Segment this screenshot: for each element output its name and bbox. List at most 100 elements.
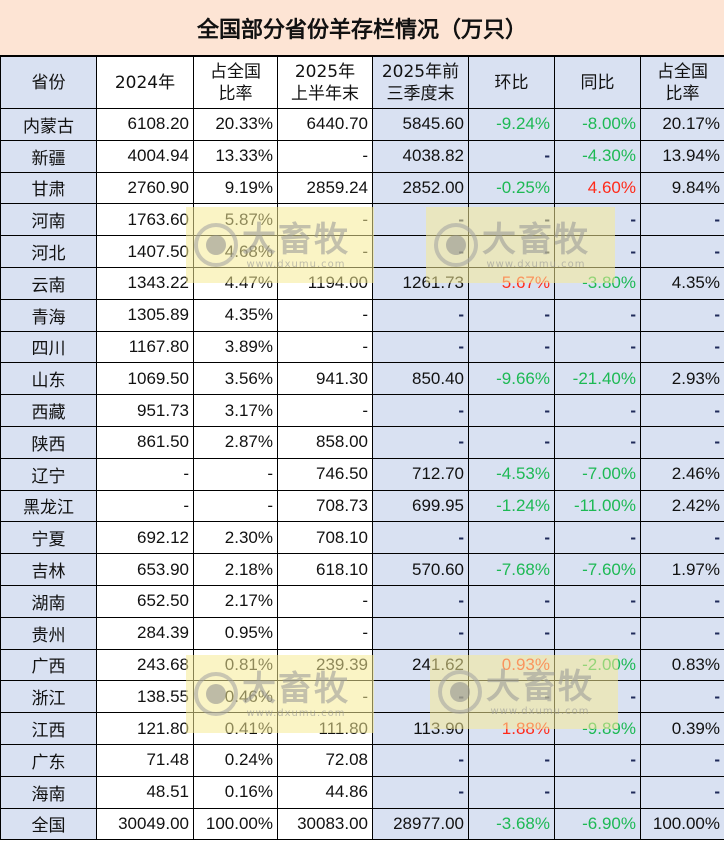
- cell-yoy: -3.80%: [554, 266, 641, 300]
- cell-2025-q3: -: [372, 680, 469, 714]
- cell-2024: 652.50: [96, 584, 194, 618]
- table-row: 四川 1167.80 3.89% - - - - -: [0, 330, 724, 364]
- cell-2025-q3: 5845.60: [372, 108, 469, 141]
- table-row: 辽宁 - -746.50 712.70 -4.53% -7.00% 2.46%: [0, 457, 724, 491]
- table-row: 湖南 652.50 2.17% - - - - -: [0, 584, 724, 618]
- cell-2024: -: [96, 489, 194, 523]
- cell-share-2024: 3.89%: [193, 330, 278, 364]
- cell-2025-h1: 708.10: [277, 521, 373, 555]
- cell-share: -: [640, 584, 724, 618]
- cell-2025-q3: -: [372, 743, 469, 777]
- cell-2024: 48.51: [96, 775, 194, 809]
- cell-qoq: -9.66%: [468, 362, 555, 396]
- cell-province: 江西: [0, 712, 97, 745]
- cell-2025-q3: 1261.73: [372, 266, 469, 300]
- cell-province: 吉林: [0, 553, 97, 586]
- cell-2025-h1: -: [277, 203, 373, 237]
- cell-qoq: -: [468, 425, 555, 459]
- cell-share: 20.17%: [640, 108, 724, 141]
- cell-2025-h1: 618.10: [277, 553, 373, 586]
- table-row: 广西 243.68 0.81% 239.39 241.62 0.93% -2.00% 0.83…: [0, 648, 724, 682]
- cell-share-2024: 4.68%: [193, 235, 278, 268]
- cell-province: 甘肃: [0, 171, 97, 205]
- table-row: 陕西 861.50 2.87% 858.00- - - -: [0, 425, 724, 459]
- cell-yoy: -: [554, 235, 641, 268]
- cell-2025-h1: 44.86: [277, 775, 373, 809]
- cell-province: 浙江: [0, 680, 97, 714]
- cell-2024: 71.48: [96, 743, 194, 777]
- cell-2024: 243.68: [96, 648, 194, 682]
- cell-2025-q3: -: [372, 616, 469, 650]
- cell-2024: 1343.22: [96, 266, 194, 300]
- table-row: 河南 1763.60 5.87% - - - - -: [0, 203, 724, 237]
- cell-yoy: -7.00%: [554, 457, 641, 491]
- table-row: 广东 71.48 0.24% 72.08- - - -: [0, 743, 724, 777]
- table-row: 新疆 4004.94 13.33% -4038.82- -4.30% 13.94%: [0, 139, 724, 173]
- cell-yoy: -: [554, 521, 641, 555]
- cell-qoq: 0.93%: [468, 648, 555, 682]
- cell-qoq: -: [468, 584, 555, 618]
- cell-qoq: -7.68%: [468, 553, 555, 586]
- cell-share: 2.42%: [640, 489, 724, 523]
- header-qoq: 环比: [468, 56, 555, 109]
- cell-2024: 4004.94: [96, 139, 194, 173]
- cell-2025-h1: 2859.24: [277, 171, 373, 205]
- cell-2025-h1: -: [277, 298, 373, 332]
- cell-2025-h1: -: [277, 680, 373, 714]
- cell-province: 陕西: [0, 425, 97, 459]
- cell-2025-q3: 570.60: [372, 553, 469, 586]
- cell-yoy: -8.00%: [554, 108, 641, 141]
- cell-province: 西藏: [0, 394, 97, 427]
- cell-2025-q3: 850.40: [372, 362, 469, 396]
- cell-share-2024: 3.56%: [193, 362, 278, 396]
- cell-qoq: -: [468, 139, 555, 173]
- table-row: 黑龙江 - -708.73 699.95 -1.24% -11.00% 2.42%: [0, 489, 724, 523]
- cell-yoy: -: [554, 394, 641, 427]
- cell-yoy: -21.40%: [554, 362, 641, 396]
- header-province: 省份: [0, 56, 97, 109]
- cell-2024: 1069.50: [96, 362, 194, 396]
- table-title: 全国部分省份羊存栏情况（万只）: [0, 0, 724, 56]
- cell-2024: 653.90: [96, 553, 194, 586]
- cell-yoy: -: [554, 425, 641, 459]
- cell-share: -: [640, 235, 724, 268]
- cell-qoq: -0.25%: [468, 171, 555, 205]
- cell-2025-q3: -: [372, 203, 469, 237]
- cell-2025-q3: -: [372, 521, 469, 555]
- cell-qoq: -: [468, 330, 555, 364]
- table-row: 吉林 653.90 2.18% 618.10 570.60 -7.68% -7.60% 1.9…: [0, 553, 724, 586]
- cell-2025-q3: 28977.00: [372, 807, 469, 841]
- cell-2025-h1: 708.73: [277, 489, 373, 523]
- cell-share: 13.94%: [640, 139, 724, 173]
- table-row: 青海 1305.89 4.35% - - - - -: [0, 298, 724, 332]
- cell-province: 广东: [0, 743, 97, 777]
- cell-yoy: -: [554, 298, 641, 332]
- cell-province: 辽宁: [0, 457, 97, 491]
- cell-share: -: [640, 775, 724, 809]
- cell-province: 青海: [0, 298, 97, 332]
- cell-share-2024: 0.95%: [193, 616, 278, 650]
- cell-province: 云南: [0, 266, 97, 300]
- cell-2025-h1: -: [277, 616, 373, 650]
- table-row: 西藏 951.73 3.17% - - - - -: [0, 394, 724, 427]
- cell-2025-h1: 72.08: [277, 743, 373, 777]
- cell-2025-h1: 239.39: [277, 648, 373, 682]
- table-row: 内蒙古 6108.20 20.33% 6440.70 5845.60 -9.24% -8.0…: [0, 108, 724, 141]
- cell-yoy: -: [554, 775, 641, 809]
- cell-2025-q3: 241.62: [372, 648, 469, 682]
- cell-share: -: [640, 680, 724, 714]
- table-row: 贵州 284.39 0.95% - - - - -: [0, 616, 724, 650]
- cell-share: -: [640, 298, 724, 332]
- cell-2025-q3: -: [372, 330, 469, 364]
- cell-yoy: -4.30%: [554, 139, 641, 173]
- cell-province: 河南: [0, 203, 97, 237]
- cell-2025-h1: -: [277, 330, 373, 364]
- cell-yoy: -11.00%: [554, 489, 641, 523]
- cell-province: 内蒙古: [0, 108, 97, 141]
- cell-share-2024: 0.16%: [193, 775, 278, 809]
- table-row: 云南 1343.22 4.47% 1194.00 1261.73 5.67% -3.80% 4…: [0, 266, 724, 300]
- cell-2025-q3: -: [372, 298, 469, 332]
- cell-province: 广西: [0, 648, 97, 682]
- cell-share-2024: 13.33%: [193, 139, 278, 173]
- cell-share-2024: 3.17%: [193, 394, 278, 427]
